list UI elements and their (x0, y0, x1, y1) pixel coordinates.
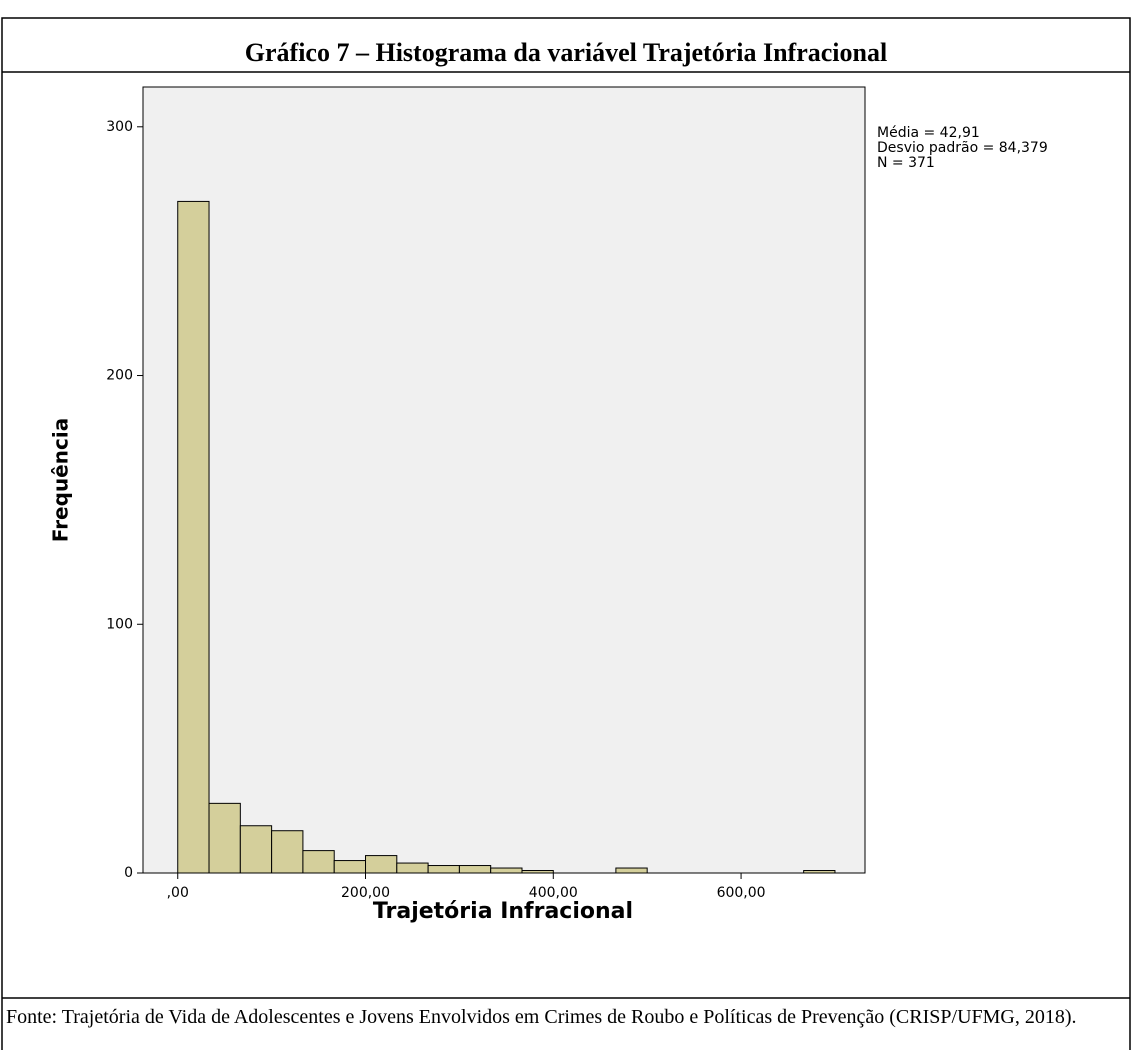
bar (396, 862, 429, 874)
bar (615, 867, 648, 874)
y-axis-label: Frequência (49, 418, 73, 542)
x-tick-label: 600,00 (717, 885, 766, 901)
bar (490, 867, 523, 874)
bar (803, 870, 836, 874)
frame (1, 17, 1131, 1050)
x-axis-label: Trajetória Infracional (373, 899, 633, 924)
plot-area (142, 86, 866, 874)
bar (365, 855, 398, 874)
bar (302, 850, 335, 874)
source-note: Fonte: Trajetória de Vida de Adolescente… (6, 1006, 1077, 1028)
bar (521, 870, 554, 874)
chart-title: Gráfico 7 – Histograma da variável Traje… (245, 38, 887, 67)
y-tick-label: 100 (106, 616, 133, 632)
bar (458, 865, 492, 874)
bar (177, 200, 210, 874)
bar (239, 825, 273, 874)
bar (271, 830, 304, 874)
bar (208, 802, 241, 874)
y-tick-label: 300 (106, 119, 133, 135)
y-tick-label: 0 (124, 865, 133, 881)
x-tick-label: 400,00 (529, 885, 578, 901)
stat-label: Desvio padrão = 84,379 (877, 140, 1048, 156)
x-tick-label: ,00 (167, 885, 189, 901)
stat-label: N = 371 (877, 155, 935, 171)
x-tick-label: 200,00 (341, 885, 390, 901)
bar (427, 865, 460, 874)
y-tick-label: 200 (106, 368, 133, 384)
bar (333, 860, 367, 874)
stat-label: Média = 42,91 (877, 125, 980, 141)
